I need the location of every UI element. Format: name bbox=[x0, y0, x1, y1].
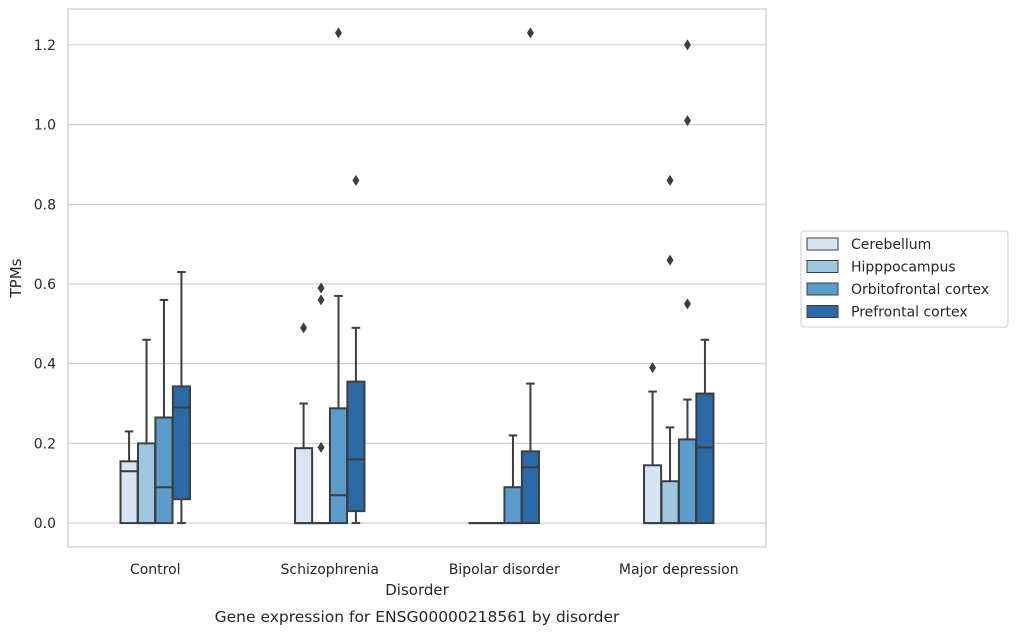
y-tick-label: 1.0 bbox=[34, 118, 56, 134]
box-prefrontal-cortex-schizophrenia bbox=[346, 174, 366, 525]
box-orbitofrontal-cortex-bipolar-disorder bbox=[503, 434, 523, 525]
y-tick-labels: 0.0 0.2 0.4 0.6 0.8 1.0 1.2 bbox=[34, 38, 56, 532]
x-tick-label: Bipolar disorder bbox=[449, 562, 560, 578]
legend-label: Hipppocampus bbox=[851, 260, 956, 276]
box-iqr bbox=[136, 442, 157, 525]
chart-caption: Gene expression for ENSG00000218561 by d… bbox=[215, 608, 620, 626]
outlier-point bbox=[300, 322, 308, 334]
x-tick-label: Major depression bbox=[619, 562, 739, 578]
y-tick-label: 0.0 bbox=[34, 516, 56, 532]
outlier-point bbox=[317, 441, 325, 453]
box-prefrontal-cortex-control bbox=[171, 271, 191, 525]
outlier-point bbox=[649, 362, 657, 374]
outlier-point bbox=[666, 254, 674, 266]
box-iqr bbox=[520, 450, 540, 525]
outlier-point bbox=[317, 294, 325, 306]
legend-label: Orbitofrontal cortex bbox=[851, 282, 989, 298]
box-iqr bbox=[294, 447, 314, 525]
box-iqr bbox=[503, 486, 523, 525]
y-tick-label: 0.8 bbox=[34, 197, 56, 213]
outlier-point bbox=[666, 174, 674, 186]
box-iqr bbox=[346, 380, 366, 513]
x-tick-labels: Control Schizophrenia Bipolar disorder Majo… bbox=[130, 562, 739, 578]
legend: Cerebellum Hipppocampus Orbitofrontal cort… bbox=[800, 230, 1009, 328]
y-axis-label: TPMs bbox=[7, 258, 25, 298]
plot-frame bbox=[67, 8, 767, 548]
legend-frame bbox=[800, 230, 1009, 328]
legend-item-orbitofrontal-cortex: Orbitofrontal cortex bbox=[806, 282, 989, 298]
legend-item-cerebellum: Cerebellum bbox=[806, 237, 931, 253]
outlier-point bbox=[683, 39, 691, 51]
y-tick-label: 0.4 bbox=[34, 357, 56, 373]
legend-item-prefrontal-cortex: Prefrontal cortex bbox=[806, 305, 968, 321]
box-plots bbox=[119, 27, 715, 525]
outlier-point bbox=[683, 115, 691, 127]
box-iqr bbox=[643, 464, 663, 525]
x-tick-label: Schizophrenia bbox=[281, 562, 379, 578]
outlier-point bbox=[526, 27, 534, 39]
x-axis-label: Disorder bbox=[385, 581, 449, 599]
box-iqr bbox=[328, 407, 349, 525]
x-tick-label: Control bbox=[130, 562, 181, 578]
box-cerebellum-control bbox=[119, 430, 139, 525]
outlier-point bbox=[317, 282, 325, 294]
box-iqr bbox=[677, 438, 698, 525]
box-cerebellum-schizophrenia bbox=[294, 322, 314, 525]
box-iqr bbox=[660, 480, 680, 525]
y-tick-label: 0.2 bbox=[34, 436, 56, 452]
legend-item-hipppocampus: Hipppocampus bbox=[806, 260, 956, 276]
legend-label: Cerebellum bbox=[851, 237, 931, 253]
box-hipppocampus-major-depression bbox=[660, 174, 680, 525]
outlier-point bbox=[334, 27, 342, 39]
outlier-point bbox=[683, 298, 691, 310]
legend-swatch bbox=[806, 282, 839, 296]
box-iqr bbox=[695, 392, 715, 525]
legend-swatch bbox=[806, 305, 839, 318]
box-prefrontal-cortex-major-depression bbox=[695, 338, 715, 525]
outlier-point bbox=[352, 174, 360, 186]
legend-label: Prefrontal cortex bbox=[851, 305, 968, 321]
legend-swatch bbox=[806, 237, 839, 251]
y-tick-label: 0.6 bbox=[34, 277, 56, 293]
box-iqr bbox=[171, 385, 191, 501]
y-tick-label: 1.2 bbox=[34, 38, 56, 54]
box-iqr bbox=[154, 416, 174, 525]
legend-swatch bbox=[806, 260, 839, 273]
legend-items: Cerebellum Hipppocampus Orbitofrontal cort… bbox=[806, 237, 989, 321]
box-prefrontal-cortex-bipolar-disorder bbox=[520, 27, 540, 525]
